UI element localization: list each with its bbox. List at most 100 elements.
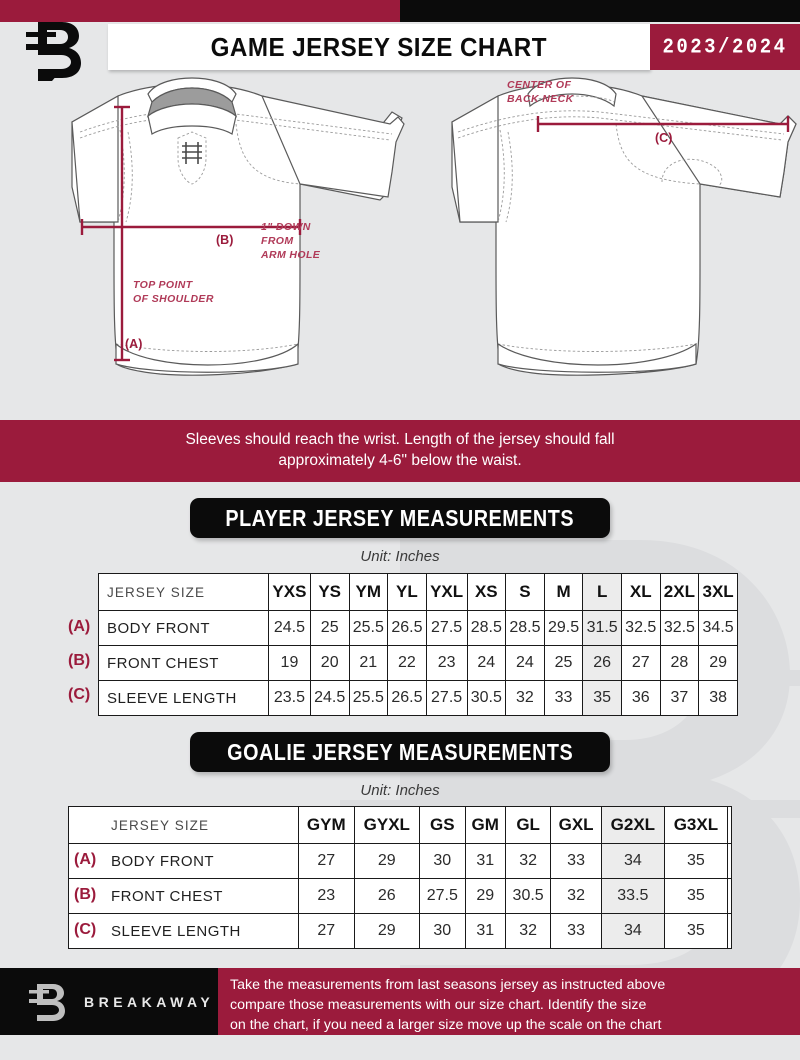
row-marker-c: (C) xyxy=(74,921,97,938)
measurement-cell: 26.5 xyxy=(387,610,427,646)
page-footer: BREAKAWAY Take the measurements from las… xyxy=(0,968,800,1035)
measurement-cell: 29 xyxy=(353,843,421,879)
size-header-gyxl: GYXL xyxy=(353,806,421,844)
measurement-cell: 29 xyxy=(698,645,738,681)
table-row: BODY FRONT 27 29 30 31 32 33 34 35 xyxy=(68,843,733,879)
measurement-cell: 27.5 xyxy=(419,878,466,914)
measurement-cell: 38 xyxy=(698,680,738,716)
size-header-yxl: YXL xyxy=(425,573,468,611)
size-header-yxs: YXS xyxy=(268,573,311,611)
size-header-xs: XS xyxy=(466,573,507,611)
size-header-g3xl: G3XL xyxy=(663,806,728,844)
measurement-cell: 25 xyxy=(543,645,584,681)
size-header-s: S xyxy=(505,573,545,611)
table-row: SLEEVE LENGTH 27 29 30 31 32 33 34 35 xyxy=(68,913,733,949)
size-header-ym: YM xyxy=(348,573,389,611)
size-label-header: JERSEY SIZE xyxy=(98,573,269,611)
size-header-gm: GM xyxy=(464,806,506,844)
row-marker-b: (B) xyxy=(74,886,97,903)
measurement-cell: 35 xyxy=(663,878,728,914)
fit-note-line1: Sleeves should reach the wrist. Length o… xyxy=(185,431,615,449)
measurement-cell: 25.5 xyxy=(348,610,389,646)
marker-a-note-line1: TOP POINT xyxy=(133,279,194,291)
row-label-body-front: BODY FRONT xyxy=(68,843,299,879)
measurement-cell: 34.5 xyxy=(698,610,738,646)
breakaway-b-logo-icon xyxy=(26,981,70,1023)
row-label-sleeve-length: SLEEVE LENGTH xyxy=(98,680,269,716)
measurement-cell: 21 xyxy=(348,645,389,681)
player-section-title: PLAYER JERSEY MEASUREMENTS xyxy=(190,498,610,538)
season-badge-text: 2023/2024 xyxy=(662,34,788,60)
player-unit-label: Unit: Inches xyxy=(360,548,440,565)
size-header-xl: XL xyxy=(620,573,661,611)
breakaway-b-logo-icon xyxy=(22,18,88,82)
measurement-cell xyxy=(726,843,733,879)
size-header-empty xyxy=(726,806,733,844)
table-row: FRONT CHEST 23 26 27.5 29 30.5 32 33.5 35 xyxy=(68,878,733,914)
goalie-unit-label: Unit: Inches xyxy=(360,782,440,799)
marker-c-note-line2: BACK NECK xyxy=(507,93,575,105)
size-header-gxl: GXL xyxy=(550,806,602,844)
size-header-3xl: 3XL xyxy=(698,573,738,611)
size-header-g2xl: G2XL xyxy=(600,806,665,844)
goalie-table: JERSEY SIZE GYM GYXL GS GM GL GXL G2XL G3XL BODY … xyxy=(68,806,733,949)
marker-c-label: (C) xyxy=(655,131,672,145)
marker-b-note-line2: FROM xyxy=(261,235,294,247)
player-table: JERSEY SIZE YXS YS YM YL YXL XS S M L XL 2XL 3XL BODY… xyxy=(98,573,738,716)
marker-a-note-line2: OF SHOULDER xyxy=(133,293,214,305)
measurement-cell xyxy=(726,878,733,914)
top-strip-black xyxy=(400,0,800,22)
size-header-2xl: 2XL xyxy=(659,573,700,611)
measurement-cell: 33 xyxy=(543,680,584,716)
measurement-cell: 23.5 xyxy=(268,680,311,716)
size-header-gs: GS xyxy=(419,806,466,844)
footer-instructions-line2: compare those measurements with our size… xyxy=(230,997,647,1014)
row-label-front-chest: FRONT CHEST xyxy=(98,645,269,681)
measurement-cell: 36 xyxy=(620,680,661,716)
measurement-cell: 29 xyxy=(464,878,506,914)
measurement-cell: 33 xyxy=(550,843,602,879)
row-marker-a: (A) xyxy=(68,618,91,635)
measurement-cell xyxy=(726,913,733,949)
top-strip-maroon xyxy=(0,0,400,22)
measurement-cell: 27 xyxy=(620,645,661,681)
measurement-cell: 35 xyxy=(582,680,622,716)
table-row: BODY FRONT 24.5 25 25.5 26.5 27.5 28.5 28.5 29.5… xyxy=(98,610,738,646)
fit-note-line2: approximately 4-6" below the waist. xyxy=(278,452,522,469)
measurement-cell: 26.5 xyxy=(387,680,427,716)
size-chart-page: GAME JERSEY SIZE CHART 2023/2024 .body{f… xyxy=(0,0,800,1035)
goalie-measurements-table: JERSEY SIZE GYM GYXL GS GM GL GXL G2XL G3XL BODY … xyxy=(68,806,733,949)
measurement-cell: 31 xyxy=(464,843,506,879)
player-section-title-text: PLAYER JERSEY MEASUREMENTS xyxy=(225,504,575,531)
fit-note-band: Sleeves should reach the wrist. Length o… xyxy=(0,420,800,482)
measurement-cell: 24.5 xyxy=(309,680,350,716)
measurement-cell: 20 xyxy=(309,645,350,681)
table-header-row: JERSEY SIZE YXS YS YM YL YXL XS S M L XL 2XL 3XL xyxy=(98,573,738,611)
table-row: FRONT CHEST 19 20 21 22 23 24 24 25 26 27 28 29 xyxy=(98,645,738,681)
measurement-cell: 25.5 xyxy=(348,680,389,716)
footer-instructions: Take the measurements from last seasons … xyxy=(218,968,800,1035)
player-measurements-table: JERSEY SIZE YXS YS YM YL YXL XS S M L XL 2XL 3XL BODY… xyxy=(98,573,738,716)
marker-c-note-line1: CENTER OF xyxy=(507,79,571,91)
measurement-cell: 31.5 xyxy=(582,610,622,646)
footer-brand: BREAKAWAY xyxy=(0,968,218,1035)
jersey-illustration: .body{fill:#ffffff;stroke:#5a5a5a;stroke… xyxy=(0,72,800,417)
measurement-cell: 29.5 xyxy=(543,610,584,646)
marker-b-note-line1: 1" DOWN xyxy=(261,221,311,233)
goalie-section-title: GOALIE JERSEY MEASUREMENTS xyxy=(190,732,610,772)
measurement-cell: 29 xyxy=(353,913,421,949)
season-badge: 2023/2024 xyxy=(650,24,800,70)
measurement-cell: 26 xyxy=(353,878,421,914)
measurement-cell: 32 xyxy=(505,680,545,716)
measurement-cell: 35 xyxy=(663,843,728,879)
size-header-gl: GL xyxy=(504,806,552,844)
measurement-cell: 32.5 xyxy=(659,610,700,646)
page-header: GAME JERSEY SIZE CHART 2023/2024 xyxy=(0,22,800,81)
page-title: GAME JERSEY SIZE CHART xyxy=(108,24,650,70)
measurement-cell: 27.5 xyxy=(425,610,468,646)
measurement-cell: 30 xyxy=(419,913,466,949)
row-label-body-front: BODY FRONT xyxy=(98,610,269,646)
measurement-cell: 32 xyxy=(504,913,552,949)
measurement-cell: 19 xyxy=(268,645,311,681)
size-header-gym: GYM xyxy=(298,806,355,844)
